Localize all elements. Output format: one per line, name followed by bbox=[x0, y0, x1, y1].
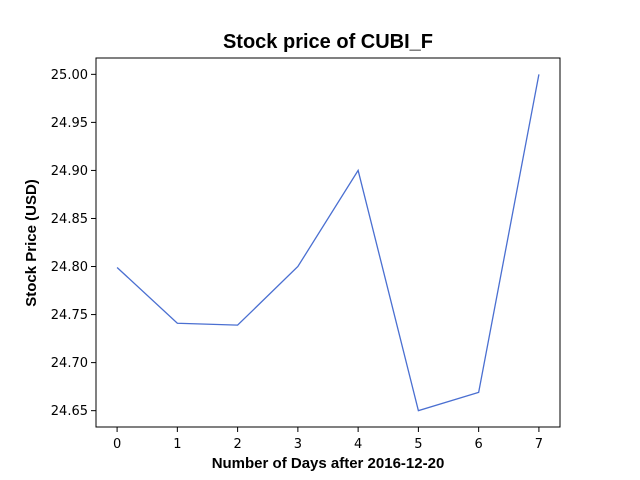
y-axis: 24.65 24.70 24.75 24.80 24.85 24.90 24.95 25.00 bbox=[51, 68, 96, 419]
y-tick-label: 24.95 bbox=[51, 116, 88, 131]
x-tick-label: 4 bbox=[354, 437, 362, 452]
y-tick-label: 25.00 bbox=[51, 68, 88, 83]
y-axis-title: Stock Price (USD) bbox=[23, 179, 40, 307]
y-tick-label: 24.80 bbox=[51, 260, 88, 275]
x-tick-label: 1 bbox=[173, 437, 181, 452]
y-tick-label: 24.85 bbox=[51, 212, 88, 227]
series-line bbox=[116, 74, 540, 412]
x-tick-label: 5 bbox=[414, 437, 422, 452]
x-tick-label: 0 bbox=[113, 437, 121, 452]
x-tick-label: 7 bbox=[535, 437, 543, 452]
series-layer bbox=[116, 74, 540, 412]
x-tick-label: 3 bbox=[294, 437, 302, 452]
chart-title: Stock price of CUBI_F bbox=[223, 31, 433, 53]
x-tick-label: 6 bbox=[475, 437, 483, 452]
x-tick-label: 2 bbox=[233, 437, 241, 452]
y-tick-label: 24.75 bbox=[51, 308, 88, 323]
x-axis-title: Number of Days after 2016-12-20 bbox=[212, 455, 445, 472]
y-tick-label: 24.90 bbox=[51, 164, 88, 179]
y-tick-label: 24.70 bbox=[51, 356, 88, 371]
plot-frame bbox=[95, 57, 561, 428]
x-axis: 0 1 2 3 4 5 6 7 bbox=[113, 427, 543, 452]
y-tick-label: 24.65 bbox=[51, 404, 88, 419]
